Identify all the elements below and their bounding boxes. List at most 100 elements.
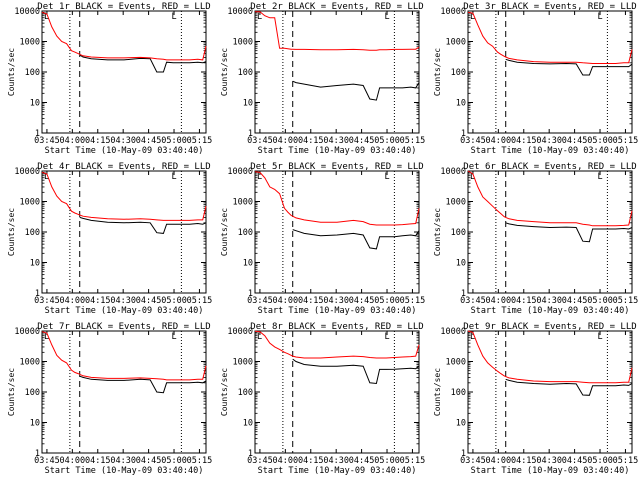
y-tick-label: 10 — [30, 99, 40, 109]
y-tick-label: 100 — [25, 68, 40, 78]
x-tick-label: 03:45 — [247, 136, 273, 146]
y-tick-label: 1000 — [20, 38, 40, 48]
x-tick-label: 04:30 — [110, 136, 136, 146]
panel-det-5: Det 5r BLACK = Events, RED = LLD 1 10 100 10… — [220, 162, 425, 316]
x-tick-label: 05:00 — [587, 296, 613, 306]
x-tick-label: 04:45 — [349, 456, 375, 466]
y-tick-label: 1000 — [20, 358, 40, 368]
x-tick-label: 05:15 — [400, 136, 426, 146]
series-events-line — [292, 358, 420, 385]
x-tick-label: 04:00 — [486, 456, 512, 466]
y-tick-label: 100 — [25, 388, 40, 398]
series-lld-line — [254, 330, 420, 359]
series-events-line — [79, 54, 207, 73]
y-tick-label: 1 — [248, 129, 253, 139]
x-tick-label: 04:00 — [273, 136, 299, 146]
x-tick-label: 05:15 — [613, 296, 639, 306]
y-tick-label: 100 — [238, 68, 253, 78]
y-axis-label: Counts/sec — [7, 208, 16, 256]
y-tick-label: 100 — [451, 228, 466, 238]
x-tick-label: 05:15 — [400, 456, 426, 466]
y-axis-label: Counts/sec — [7, 368, 16, 416]
panel-title: Det 7r BLACK = Events, RED = LLD — [37, 322, 210, 332]
series-lld-line — [41, 11, 207, 61]
y-tick-label: 100 — [238, 228, 253, 238]
x-tick-label: 04:15 — [298, 456, 324, 466]
panel-title: Det 1r BLACK = Events, RED = LLD — [37, 2, 210, 12]
y-tick-label: 10 — [30, 419, 40, 429]
series-events-line — [505, 222, 633, 243]
x-axis-label: Start Time (10-May-09 03:40:40) — [471, 146, 630, 156]
panel-det-8: Det 8r BLACK = Events, RED = LLD 1 10 100 10… — [220, 322, 425, 476]
y-tick-label: 1 — [35, 129, 40, 139]
x-tick-label: 05:15 — [400, 296, 426, 306]
x-tick-label: 04:00 — [60, 136, 86, 146]
corner-marker-left: L — [44, 332, 49, 342]
corner-marker-right: L — [385, 172, 390, 182]
y-tick-label: 1 — [461, 129, 466, 139]
x-tick-label: 04:45 — [562, 296, 588, 306]
x-tick-label: 03:45 — [460, 136, 486, 146]
x-tick-label: 05:15 — [187, 456, 213, 466]
panel-title: Det 2r BLACK = Events, RED = LLD — [250, 2, 423, 12]
y-tick-label: 1000 — [446, 198, 466, 208]
x-tick-label: 04:30 — [536, 136, 562, 146]
x-tick-label: 05:00 — [374, 456, 400, 466]
y-tick-label: 10000 — [440, 327, 466, 337]
x-tick-label: 04:15 — [511, 296, 537, 306]
panel-title: Det 6r BLACK = Events, RED = LLD — [463, 162, 636, 172]
y-tick-label: 1 — [35, 449, 40, 459]
panel-title: Det 4r BLACK = Events, RED = LLD — [37, 162, 210, 172]
panel-det-6: Det 6r BLACK = Events, RED = LLD 1 10 100 10… — [433, 162, 638, 316]
panel-det-9: Det 9r BLACK = Events, RED = LLD 1 10 100 10… — [433, 322, 638, 476]
x-tick-label: 04:00 — [273, 296, 299, 306]
panel-title: Det 3r BLACK = Events, RED = LLD — [463, 2, 636, 12]
x-axis-label: Start Time (10-May-09 03:40:40) — [45, 146, 204, 156]
x-tick-label: 03:45 — [34, 136, 60, 146]
y-tick-label: 10 — [456, 419, 466, 429]
x-tick-label: 03:45 — [34, 456, 60, 466]
y-tick-label: 10000 — [440, 167, 466, 177]
series-events-line — [79, 216, 207, 234]
x-tick-label: 04:45 — [562, 456, 588, 466]
x-tick-label: 05:00 — [587, 136, 613, 146]
y-axis-label: Counts/sec — [433, 208, 442, 256]
panel-det-3: Det 3r BLACK = Events, RED = LLD 1 10 100 10… — [433, 2, 638, 156]
series-events-line — [79, 375, 207, 394]
x-axis-label: Start Time (10-May-09 03:40:40) — [258, 146, 417, 156]
y-tick-label: 1000 — [233, 358, 253, 368]
series-events-line — [505, 58, 633, 76]
x-tick-label: 04:00 — [60, 296, 86, 306]
corner-marker-right: L — [598, 172, 603, 182]
x-tick-label: 05:15 — [613, 136, 639, 146]
x-tick-label: 04:15 — [85, 296, 111, 306]
x-tick-label: 04:15 — [298, 296, 324, 306]
y-tick-label: 10000 — [227, 167, 253, 177]
y-tick-label: 100 — [451, 388, 466, 398]
x-tick-label: 03:45 — [247, 296, 273, 306]
x-tick-label: 05:00 — [374, 136, 400, 146]
y-axis-label: Counts/sec — [220, 368, 229, 416]
corner-marker-right: L — [385, 12, 390, 22]
x-tick-label: 04:15 — [511, 136, 537, 146]
corner-marker-right: L — [172, 172, 177, 182]
y-axis-label: Counts/sec — [220, 208, 229, 256]
y-tick-label: 10 — [243, 259, 253, 269]
series-events-line — [292, 80, 420, 101]
series-lld-line — [41, 171, 207, 221]
x-tick-label: 04:45 — [349, 296, 375, 306]
y-tick-label: 10000 — [227, 327, 253, 337]
x-tick-label: 04:30 — [110, 456, 136, 466]
corner-marker-left: L — [257, 172, 262, 182]
y-tick-label: 1000 — [446, 358, 466, 368]
corner-marker-right: L — [172, 332, 177, 342]
y-axis-label: Counts/sec — [220, 48, 229, 96]
series-events-line — [292, 229, 420, 250]
corner-marker-right: L — [385, 332, 390, 342]
y-tick-label: 1000 — [20, 198, 40, 208]
y-tick-label: 1 — [35, 289, 40, 299]
panel-title: Det 9r BLACK = Events, RED = LLD — [463, 322, 636, 332]
x-tick-label: 04:30 — [323, 136, 349, 146]
y-axis-label: Counts/sec — [7, 48, 16, 96]
